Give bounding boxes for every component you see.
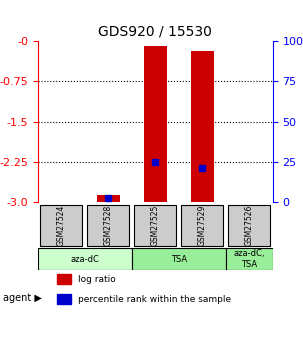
Text: GSM27528: GSM27528 — [104, 205, 113, 246]
Text: agent ▶: agent ▶ — [3, 294, 42, 303]
FancyBboxPatch shape — [38, 248, 132, 270]
Bar — [57, 294, 71, 305]
FancyBboxPatch shape — [228, 205, 270, 246]
Bar — [57, 274, 71, 284]
Title: GDS920 / 15530: GDS920 / 15530 — [98, 25, 212, 39]
Text: GSM27524: GSM27524 — [57, 205, 66, 246]
FancyBboxPatch shape — [181, 205, 223, 246]
FancyBboxPatch shape — [134, 205, 176, 246]
Text: percentile rank within the sample: percentile rank within the sample — [78, 295, 231, 304]
Text: GSM27529: GSM27529 — [198, 205, 207, 246]
Text: GSM27526: GSM27526 — [245, 205, 254, 246]
Text: log ratio: log ratio — [78, 275, 115, 284]
FancyBboxPatch shape — [40, 205, 82, 246]
Text: GSM27525: GSM27525 — [151, 205, 160, 246]
FancyBboxPatch shape — [226, 248, 273, 270]
Text: TSA: TSA — [171, 255, 187, 264]
Bar — [97, 195, 120, 202]
FancyBboxPatch shape — [132, 248, 226, 270]
Bar — [191, 51, 214, 202]
Text: aza-dC,
TSA: aza-dC, TSA — [234, 249, 265, 269]
Text: aza-dC: aza-dC — [70, 255, 99, 264]
FancyBboxPatch shape — [87, 205, 129, 246]
Bar — [144, 46, 167, 202]
